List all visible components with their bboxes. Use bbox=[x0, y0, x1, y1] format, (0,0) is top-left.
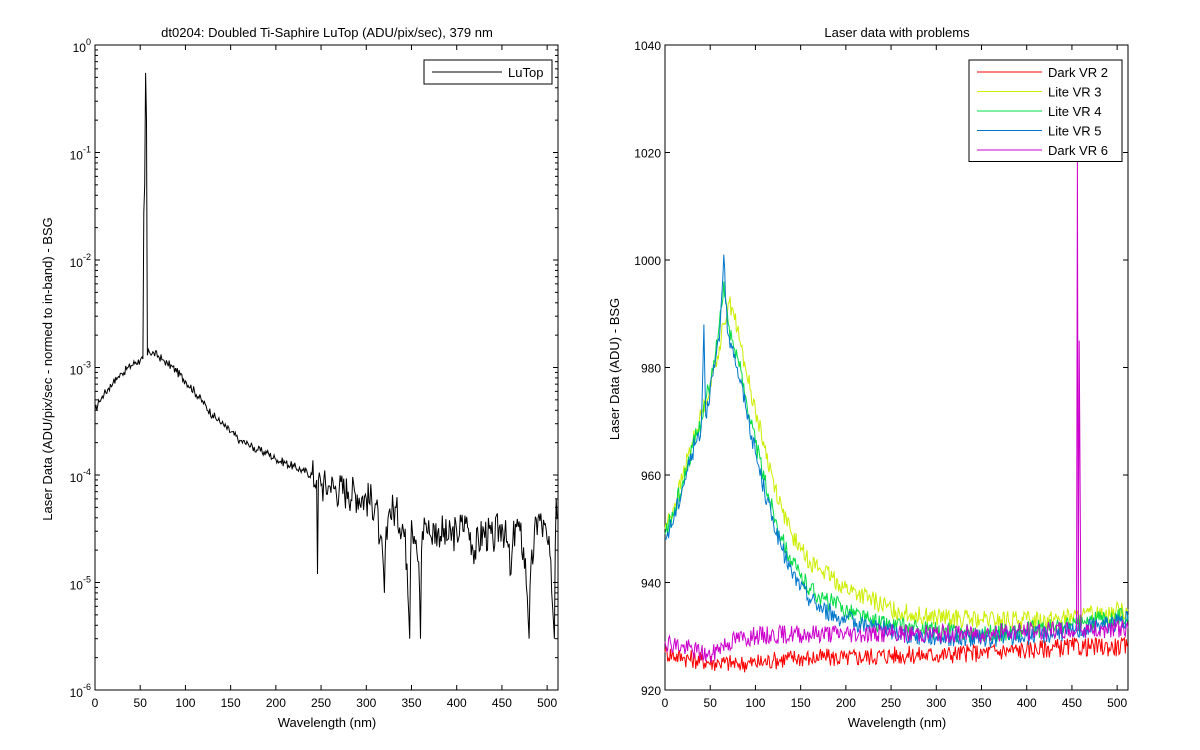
x-tick-label: 0 bbox=[92, 696, 99, 710]
plot-area bbox=[94, 44, 559, 691]
y-tick-label: 10-2 bbox=[70, 252, 91, 270]
left-chart-x-label: Wavelength (nm) bbox=[278, 715, 377, 730]
x-tick-label: 350 bbox=[401, 696, 421, 710]
legend-label: Lite VR 3 bbox=[1048, 85, 1101, 100]
x-tick-label: 400 bbox=[1017, 696, 1037, 710]
series-line-1 bbox=[664, 636, 1129, 673]
legend-label: Lite VR 4 bbox=[1048, 104, 1101, 119]
y-tick-label: 940 bbox=[641, 577, 661, 591]
x-tick-label: 150 bbox=[791, 696, 811, 710]
y-tick-label: 1000 bbox=[634, 254, 661, 268]
left-chart: dt0204: Doubled Ti-Saphire LuTop (ADU/pi… bbox=[40, 25, 559, 730]
right-chart-x-label: Wavelength (nm) bbox=[848, 715, 947, 730]
legend-label: Dark VR 2 bbox=[1048, 65, 1108, 80]
legend: Dark VR 2 Lite VR 3 Lite VR 4 Lite VR 5 Dark… bbox=[968, 59, 1123, 162]
legend: LuTop bbox=[423, 59, 553, 85]
series-line-2 bbox=[664, 296, 1129, 630]
x-tick-label: 0 bbox=[662, 696, 669, 710]
y-tick-label: 920 bbox=[641, 684, 661, 698]
x-tick-label: 500 bbox=[537, 696, 557, 710]
y-tick-label: 10-1 bbox=[70, 145, 91, 163]
left-chart-y-label: Laser Data (ADU/pix/sec - normed to in-b… bbox=[40, 217, 55, 520]
y-tick-label: 1020 bbox=[634, 147, 661, 161]
x-tick-label: 250 bbox=[881, 696, 901, 710]
series-line-1 bbox=[94, 72, 559, 639]
series-line-3 bbox=[664, 281, 1129, 644]
x-tick-label: 500 bbox=[1107, 696, 1127, 710]
x-tick-label: 50 bbox=[704, 696, 718, 710]
y-tick-label: 960 bbox=[641, 469, 661, 483]
right-chart-title: Laser data with problems bbox=[824, 25, 970, 40]
right-chart-y-label: Laser Data (ADU) - BSG bbox=[607, 298, 622, 440]
x-tick-label: 350 bbox=[971, 696, 991, 710]
y-tick-label: 10-6 bbox=[70, 682, 91, 700]
right-chart: Laser data with problems Wavelength (nm)… bbox=[607, 25, 1129, 730]
x-tick-label: 450 bbox=[492, 696, 512, 710]
x-tick-label: 100 bbox=[175, 696, 195, 710]
x-tick-label: 50 bbox=[134, 696, 148, 710]
x-tick-label: 200 bbox=[266, 696, 286, 710]
legend-label: LuTop bbox=[508, 65, 543, 80]
y-tick-label: 1040 bbox=[634, 39, 661, 53]
series-line-4 bbox=[665, 254, 1129, 648]
x-tick-label: 400 bbox=[447, 696, 467, 710]
legend-label: Lite VR 5 bbox=[1048, 124, 1101, 139]
x-tick-label: 250 bbox=[311, 696, 331, 710]
x-tick-label: 450 bbox=[1062, 696, 1082, 710]
y-tick-label: 10-5 bbox=[70, 575, 91, 593]
y-tick-label: 100 bbox=[73, 37, 91, 55]
right-chart-marks: 0 50 100 150 200 250 300 350 400 450 500 920 940 960 9… bbox=[634, 39, 1129, 710]
x-tick-label: 300 bbox=[356, 696, 376, 710]
x-tick-label: 150 bbox=[221, 696, 241, 710]
y-tick-label: 10-3 bbox=[70, 360, 91, 378]
legend-label: Dark VR 6 bbox=[1048, 143, 1108, 158]
y-tick-label: 980 bbox=[641, 362, 661, 376]
x-tick-label: 300 bbox=[926, 696, 946, 710]
series-line-5 bbox=[664, 152, 1129, 663]
x-tick-label: 200 bbox=[836, 696, 856, 710]
left-chart-title: dt0204: Doubled Ti-Saphire LuTop (ADU/pi… bbox=[161, 25, 493, 40]
x-tick-label: 100 bbox=[745, 696, 765, 710]
y-tick-label: 10-4 bbox=[70, 467, 91, 485]
left-chart-marks: 0 50 100 150 200 250 300 350 400 450 500 100 10-1 10-… bbox=[70, 37, 559, 710]
